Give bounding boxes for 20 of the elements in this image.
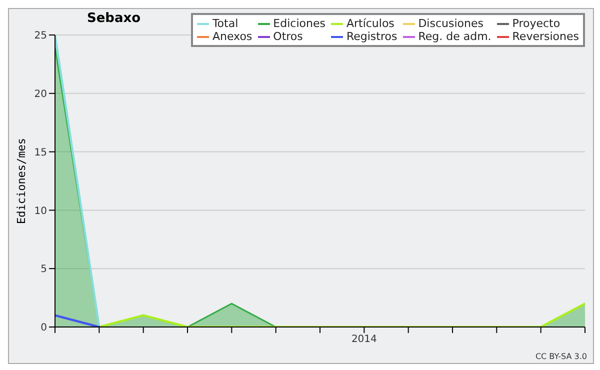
y-tick-label: 10 <box>34 206 47 217</box>
legend-label: Reg. de adm. <box>418 30 492 43</box>
chart-title: Sebaxo <box>87 11 141 26</box>
legend-label: Total <box>212 17 238 30</box>
legend-label: Reversiones <box>512 30 579 43</box>
legend-label: Registros <box>346 30 398 43</box>
y-tick-label: 15 <box>34 147 47 158</box>
y-tick-label: 20 <box>34 88 47 100</box>
legend-label: Artículos <box>346 17 394 30</box>
legend-label: Ediciones <box>273 17 326 30</box>
text: CC BY-SA 3.0 <box>535 352 587 361</box>
y-tick-label: 25 <box>34 30 47 42</box>
legend-label: Proyecto <box>512 17 560 30</box>
x-tick-label: 2014 <box>351 334 377 346</box>
y-tick-label: 0 <box>40 322 47 334</box>
legend-label: Discusiones <box>418 17 484 30</box>
legend-label: Anexos <box>212 30 252 43</box>
legend-label: Otros <box>273 30 303 43</box>
y-axis-title: Ediciones/mes <box>14 138 28 224</box>
y-tick-label: 5 <box>40 264 47 276</box>
